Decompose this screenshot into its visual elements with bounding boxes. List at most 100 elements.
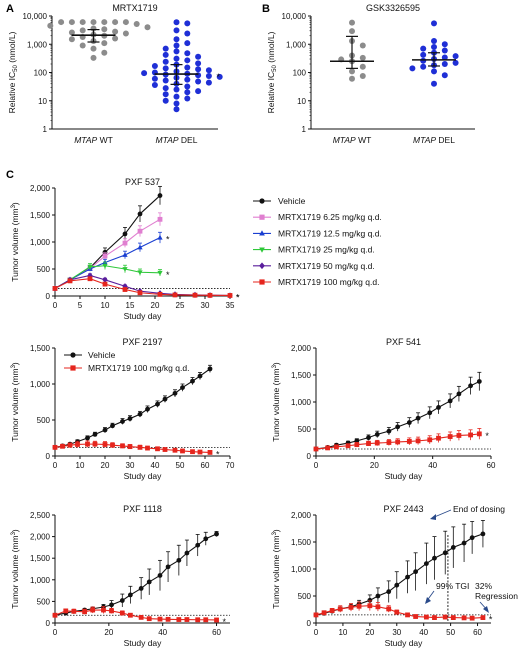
panel-c1-data-point: [122, 252, 128, 257]
panel-c3-significance: *: [485, 431, 489, 441]
panel-c2-data-point: [145, 406, 150, 412]
annotation-regression-label: Regression: [475, 591, 518, 601]
panel-c4-data-point: [165, 616, 171, 622]
panel-a-point: [173, 86, 180, 93]
panel-c1-significance: *: [236, 292, 240, 302]
panel-a-point: [151, 82, 158, 89]
legend-label: MRTX1719 50 mg/kg q.d.: [278, 261, 375, 271]
panel-c3-data-point: [366, 435, 371, 441]
panel-c4-data-point: [195, 542, 201, 548]
panel-c1-data-point: [157, 291, 163, 297]
panel-c1-data-point: [122, 287, 128, 292]
panel-a-point: [162, 58, 169, 65]
panel-b-point: [349, 19, 355, 26]
panel-c3-data-point: [374, 440, 380, 446]
panel-a-point: [195, 53, 202, 60]
panel-c5-data-point: [450, 615, 456, 620]
legend-label: MRTX1719 6.25 mg/kg q.d.: [278, 212, 382, 222]
panel-c1-data-point: [122, 267, 128, 272]
panel-c2-data-point: [137, 444, 143, 450]
panel-a-point: [162, 85, 169, 92]
panel-c4-y-tick-label: 1,500: [30, 554, 51, 563]
panel-c3-data-point: [456, 391, 462, 397]
panel-a-point: [195, 88, 202, 95]
panel-a-point: [151, 75, 158, 82]
panel-c3-x-tick-label: 0: [314, 461, 319, 470]
panel-c2-data-point: [102, 427, 108, 433]
panel-a-point: [184, 83, 191, 90]
panel-c3-data-point: [334, 444, 339, 450]
panel-a-point: [184, 95, 191, 102]
panel-b-point: [441, 72, 448, 79]
panel-c4-data-point: [101, 607, 106, 613]
panel-c2-y-tick-label: 1,500: [30, 344, 51, 353]
panel-c5-data-point: [450, 545, 456, 550]
panel-c1-y-tick-label: 1,000: [30, 238, 51, 247]
panel-c4-x-tick-label: 40: [158, 628, 167, 637]
panel-b-x-tick-label: MTAP DEL: [413, 135, 455, 145]
panel-c3-data-point: [456, 433, 462, 438]
panel-c5-data-point: [432, 615, 437, 620]
annotation-regression-pct: 32%: [475, 581, 492, 591]
panel-c5-data-point: [394, 582, 400, 588]
panel-c2-significance: *: [216, 449, 220, 459]
panel-c5-y-tick-label: 2,000: [291, 511, 312, 520]
panel-c2-data-point: [127, 444, 133, 450]
panel-c3-data-point: [354, 438, 360, 444]
panel-c5-data-point: [413, 569, 419, 575]
panel-c2-x-tick-label: 40: [151, 461, 160, 470]
panel-b-point: [431, 38, 437, 45]
panel-c5-title: PXF 2443: [383, 504, 423, 514]
panel-c3-data-point: [447, 434, 453, 439]
panel-c4-data-point: [109, 608, 114, 614]
panel-a-point: [112, 28, 119, 35]
panel-a-point: [68, 29, 75, 36]
panel-c3-data-point: [415, 415, 421, 421]
panel-a-point: [112, 19, 119, 26]
panel-c5-y-tick-label: 1,000: [291, 565, 312, 574]
panel-c5-data-point: [461, 615, 467, 621]
panel-c1-data-point: [102, 276, 108, 283]
panel-c5-data-point: [337, 606, 343, 612]
panel-c2-x-tick-label: 60: [201, 461, 210, 470]
panel-c4-data-point: [146, 616, 152, 622]
panel-c4-data-point: [184, 617, 190, 622]
panel-c1-data-point: [172, 292, 178, 298]
panel-b-y-tick-label: 1,000: [286, 40, 307, 49]
panel-c2-series-line: [54, 368, 211, 448]
panel-a-point: [184, 40, 191, 47]
panel-a-point: [162, 91, 169, 98]
panel-c3-data-point: [395, 439, 401, 445]
panel-a-y-tick-label: 10,000: [23, 12, 48, 21]
legend-label: MRTX1719 25 mg/kg q.d.: [278, 245, 375, 255]
panel-b-point: [441, 60, 448, 67]
panel-c5-x-tick-label: 0: [314, 628, 319, 637]
panel-c5-data-point: [469, 535, 475, 541]
panel-c4-data-point: [203, 536, 209, 542]
panel-c1-data-point: [227, 293, 233, 298]
panel-c2-data-point: [162, 447, 168, 452]
panel-a-point: [101, 19, 108, 26]
panel-a-point: [216, 73, 223, 80]
panel-label-b: B: [262, 3, 270, 15]
panel-a-point: [79, 42, 86, 49]
legend-marker: [259, 247, 265, 253]
panel-b-point: [359, 42, 366, 49]
panel-c2-data-point: [92, 441, 98, 447]
panel-c1-data-point: [137, 270, 143, 276]
panel-c4-data-point: [52, 612, 58, 618]
legend-label: MRTX1719 100 mg/kg q.d.: [88, 363, 189, 373]
panel-a-y-tick-label: 10: [38, 97, 47, 106]
panel-c2-data-point: [110, 423, 115, 429]
panel-a-x-tick-label: MTAP DEL: [156, 135, 198, 145]
panel-c5-data-point: [367, 603, 373, 609]
panel-c2-y-tick-label: 0: [46, 452, 51, 461]
panel-c5-data-point: [329, 608, 335, 613]
panel-c1-data-point: [102, 253, 108, 259]
panel-c2-data-point: [75, 442, 80, 447]
panel-b-y-tick-label: 10: [297, 97, 306, 106]
panel-c4-y-tick-label: 0: [46, 619, 51, 628]
panel-c5-x-axis-label: Study day: [385, 638, 424, 648]
panel-c2-data-point: [155, 446, 160, 452]
